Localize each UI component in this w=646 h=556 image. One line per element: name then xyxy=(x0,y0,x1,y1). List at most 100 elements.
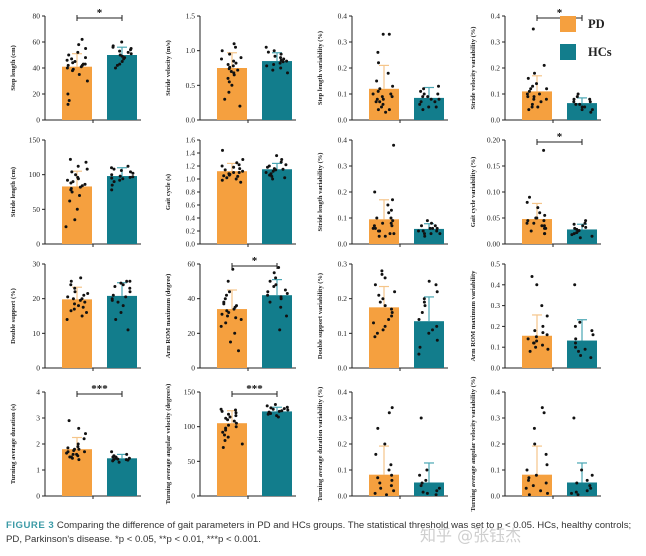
panel-1-data-point xyxy=(70,57,74,61)
panel-12-data-point xyxy=(528,349,532,353)
legend-item-pd: PD xyxy=(560,16,605,32)
panel-3-data-point xyxy=(378,100,382,104)
panel-1-bar-pd xyxy=(62,66,92,120)
panel-14-data-point xyxy=(232,419,236,423)
panel-12-data-point xyxy=(530,275,534,278)
panel-1-data-point xyxy=(126,50,130,54)
panel-4-data-point xyxy=(580,108,584,112)
panel-15-y-tick-label: 0.3 xyxy=(338,414,348,423)
panel-10-data-point xyxy=(266,290,270,294)
panel-5-data-point xyxy=(66,178,69,182)
panel-11-data-point xyxy=(423,304,427,308)
panel-16-data-point xyxy=(576,493,580,497)
panel-10-data-point xyxy=(283,288,287,292)
panel-3-data-point xyxy=(436,92,440,96)
panel-11-data-point xyxy=(417,318,421,321)
panel-2-y-tick-label: 1.0 xyxy=(186,46,196,55)
panel-16-y-tick-label: 0.1 xyxy=(491,466,501,475)
legend: PD HCs xyxy=(560,16,642,60)
panel-3-data-point xyxy=(376,89,380,93)
panel-2-data-point xyxy=(286,71,289,75)
panel-6-data-point xyxy=(266,165,269,169)
panel-8-data-point xyxy=(532,221,536,225)
panel-4-data-point xyxy=(538,92,541,96)
panel-2-data-point xyxy=(232,42,236,46)
panel-8-y-tick-label: 0.10 xyxy=(487,188,500,197)
panel-15-data-point xyxy=(376,476,380,480)
panel-6-data-point xyxy=(271,177,275,181)
panel-4-data-point xyxy=(530,105,534,109)
panel-2-data-point xyxy=(230,83,234,87)
panel-7-data-point xyxy=(438,232,442,236)
panel-13-data-point xyxy=(116,457,120,461)
panel-10-data-point xyxy=(277,266,281,269)
panel-12-data-point xyxy=(574,337,578,341)
panel-10-data-point xyxy=(224,321,228,325)
legend-swatch-pd xyxy=(560,16,576,32)
panel-11-data-point xyxy=(383,276,387,280)
panel-15-bar-pd xyxy=(369,474,399,496)
panel-11-data-point xyxy=(393,290,397,294)
panel-3-y-tick-label: 0.3 xyxy=(338,38,348,47)
panel-7-data-point xyxy=(421,229,425,233)
panel-5-data-point xyxy=(73,218,77,222)
panel-1-data-point xyxy=(67,53,71,57)
panel-4-data-point xyxy=(529,87,533,91)
panel-14-data-point xyxy=(228,415,232,419)
panel-12-data-point xyxy=(545,333,549,337)
panel-5-data-point xyxy=(68,199,72,203)
panel-7-y-tick-label: 0.4 xyxy=(338,136,348,145)
panel-4-sig-label: * xyxy=(557,7,563,19)
panel-15-data-point xyxy=(435,489,439,493)
panel-13-y-tick-label: 0 xyxy=(36,492,40,501)
panel-6-data-point xyxy=(235,161,239,165)
panel-5-data-point xyxy=(121,177,125,181)
panel-1-data-point xyxy=(67,99,71,102)
panel-5-data-point xyxy=(68,157,72,161)
panel-13-data-point xyxy=(84,432,87,436)
panel-4-data-point xyxy=(527,108,531,112)
panel-5-data-point xyxy=(112,180,116,184)
panel-12-y-label: Arm ROM maximum variability xyxy=(470,270,477,362)
panel-11-y-tick-label: 0.1 xyxy=(338,329,348,338)
panel-16-data-point xyxy=(531,484,535,488)
panel-15-data-point xyxy=(434,493,438,497)
panel-7-data-point xyxy=(390,224,394,228)
panel-16-data-point xyxy=(589,486,593,490)
panel-14-data-point xyxy=(223,439,227,442)
panel-9-data-point xyxy=(128,286,132,290)
panel-5-data-point xyxy=(119,169,123,172)
panel-9-y-tick-label: 0 xyxy=(36,364,40,373)
panel-16-data-point xyxy=(534,473,538,477)
panel-7-data-point xyxy=(389,221,393,225)
panel-4-data-point xyxy=(590,108,594,112)
panel-11-data-point xyxy=(381,297,385,301)
panel-16-data-point xyxy=(574,490,578,494)
panel-15-data-point xyxy=(376,426,380,430)
panel-2-data-point xyxy=(266,50,270,54)
panel-5-data-point xyxy=(126,164,130,168)
panel-7-data-point xyxy=(383,234,387,238)
panel-13-data-point xyxy=(76,442,80,446)
panel-9-data-point xyxy=(121,304,125,308)
panel-11-data-point xyxy=(373,335,377,339)
panel-11-data-point xyxy=(431,328,434,332)
panel-3-data-point xyxy=(374,100,378,104)
panel-1-data-point xyxy=(120,60,124,63)
panel-8-data-point xyxy=(534,216,538,220)
panel-9-data-point xyxy=(128,279,132,283)
panel-1-data-point xyxy=(122,57,126,61)
panel-16-y-tick-label: 0.0 xyxy=(491,492,501,501)
panel-7-data-point xyxy=(417,229,420,233)
legend-label-hcs: HCs xyxy=(588,44,612,59)
panel-6-data-point xyxy=(275,154,279,158)
panel-16-data-point xyxy=(572,416,576,420)
panel-3-y-tick-label: 0.0 xyxy=(338,116,348,125)
panel-3-y-tick-label: 0.1 xyxy=(338,90,348,99)
panel-12-data-point xyxy=(535,283,539,287)
panel-4-bar-pd xyxy=(522,91,552,120)
panel-15-data-point xyxy=(378,481,382,485)
panel-5-data-point xyxy=(76,177,80,181)
panel-1-y-tick-label: 0 xyxy=(36,116,40,125)
panel-9-data-point xyxy=(72,307,76,311)
